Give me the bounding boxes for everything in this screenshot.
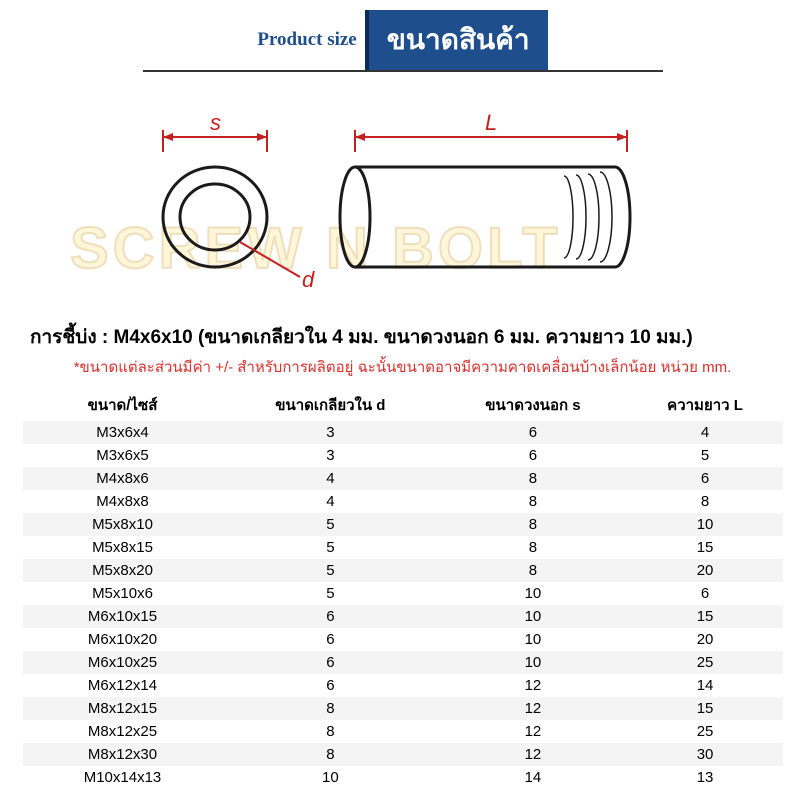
table-row: M4x8x6486 (23, 467, 783, 490)
specification-line: การชี้บ่ง : M4x6x10 (ขนาดเกลียวใน 4 มม. … (0, 322, 805, 352)
table-cell: M5x10x6 (23, 582, 223, 605)
header-en: Product size (257, 29, 356, 51)
table-row: M5x8x105810 (23, 513, 783, 536)
table-cell: 10 (628, 513, 783, 536)
table-cell: 4 (223, 490, 439, 513)
table-cell: 8 (438, 559, 627, 582)
table-cell: 3 (223, 421, 439, 444)
table-cell: 5 (223, 559, 439, 582)
table-cell: M8x12x30 (23, 743, 223, 766)
table-cell: M4x8x8 (23, 490, 223, 513)
label-s: s (210, 112, 221, 135)
table-cell: 8 (628, 490, 783, 513)
table-cell: 12 (438, 720, 627, 743)
table-row: M6x12x1461214 (23, 674, 783, 697)
table-cell: 30 (628, 743, 783, 766)
table-cell: 4 (223, 467, 439, 490)
table-cell: 5 (628, 444, 783, 467)
table-cell: 6 (628, 582, 783, 605)
table-cell: 10 (438, 651, 627, 674)
table-row: M3x6x4364 (23, 421, 783, 444)
table-cell: 8 (438, 536, 627, 559)
table-row: M6x10x1561015 (23, 605, 783, 628)
table-cell: 15 (628, 536, 783, 559)
table-cell: M6x12x14 (23, 674, 223, 697)
table-row: M5x8x155815 (23, 536, 783, 559)
table-row: M8x12x1581215 (23, 697, 783, 720)
table-cell: 8 (438, 490, 627, 513)
table-cell: 6 (223, 605, 439, 628)
table-cell: 10 (438, 605, 627, 628)
table-cell: M5x8x15 (23, 536, 223, 559)
table-cell: 4 (628, 421, 783, 444)
table-cell: 20 (628, 628, 783, 651)
table-cell: 8 (223, 720, 439, 743)
table-row: M5x8x205820 (23, 559, 783, 582)
table-cell: 6 (438, 421, 627, 444)
table-cell: 25 (628, 720, 783, 743)
header-th: ขนาดสินค้า (365, 10, 548, 70)
table-row: M4x8x8488 (23, 490, 783, 513)
table-cell: M6x10x25 (23, 651, 223, 674)
label-d: d (302, 267, 315, 292)
table-row: M6x10x2561025 (23, 651, 783, 674)
table-cell: 10 (438, 628, 627, 651)
table-row: M6x10x2061020 (23, 628, 783, 651)
table-cell: 6 (223, 674, 439, 697)
table-cell: 10 (438, 582, 627, 605)
spec-prefix: การชี้บ่ง : (30, 327, 114, 348)
table-cell: 5 (223, 582, 439, 605)
header: Product size ขนาดสินค้า (143, 0, 663, 72)
table-cell: M8x12x15 (23, 697, 223, 720)
table-cell: M6x10x20 (23, 628, 223, 651)
table-cell: 13 (628, 766, 783, 789)
table-header-row: ขนาด/ไซส์ ขนาดเกลียวใน d ขนาดวงนอก s ควา… (23, 389, 783, 421)
table-row: M8x12x2581225 (23, 720, 783, 743)
table-row: M3x6x5365 (23, 444, 783, 467)
table-cell: M5x8x20 (23, 559, 223, 582)
table-cell: M3x6x4 (23, 421, 223, 444)
table-cell: 25 (628, 651, 783, 674)
table-cell: 12 (438, 697, 627, 720)
table-cell: 12 (438, 743, 627, 766)
size-table: ขนาด/ไซส์ ขนาดเกลียวใน d ขนาดวงนอก s ควา… (23, 389, 783, 789)
table-row: M10x14x13101413 (23, 766, 783, 789)
disclaimer: *ขนาดแต่ละส่วนมีค่า +/- สำหรับการผลิตอยู… (0, 352, 805, 389)
table-cell: 14 (628, 674, 783, 697)
table-cell: 6 (438, 444, 627, 467)
table-cell: M4x8x6 (23, 467, 223, 490)
table-cell: 8 (223, 697, 439, 720)
table-cell: 8 (438, 513, 627, 536)
table-cell: M3x6x5 (23, 444, 223, 467)
table-cell: 6 (223, 628, 439, 651)
diagram: s d L (0, 102, 805, 302)
table-cell: 8 (223, 743, 439, 766)
col-s: ขนาดวงนอก s (438, 389, 627, 421)
col-L: ความยาว L (628, 389, 783, 421)
table-cell: 6 (223, 651, 439, 674)
table-cell: 5 (223, 536, 439, 559)
table-cell: M10x14x13 (23, 766, 223, 789)
table-cell: 3 (223, 444, 439, 467)
table-row: M5x10x65106 (23, 582, 783, 605)
table-cell: 10 (223, 766, 439, 789)
col-d: ขนาดเกลียวใน d (223, 389, 439, 421)
table-cell: M6x10x15 (23, 605, 223, 628)
label-L: L (485, 112, 497, 135)
col-size: ขนาด/ไซส์ (23, 389, 223, 421)
table-cell: 15 (628, 605, 783, 628)
table-cell: 5 (223, 513, 439, 536)
table-cell: 6 (628, 467, 783, 490)
table-cell: 15 (628, 697, 783, 720)
table-cell: 14 (438, 766, 627, 789)
table-cell: M5x8x10 (23, 513, 223, 536)
table-cell: 20 (628, 559, 783, 582)
spec-text: M4x6x10 (ขนาดเกลียวใน 4 มม. ขนาดวงนอก 6 … (114, 327, 693, 348)
table-cell: M8x12x25 (23, 720, 223, 743)
table-cell: 8 (438, 467, 627, 490)
table-cell: 12 (438, 674, 627, 697)
diagram-svg: s d L (140, 112, 660, 302)
table-row: M8x12x3081230 (23, 743, 783, 766)
